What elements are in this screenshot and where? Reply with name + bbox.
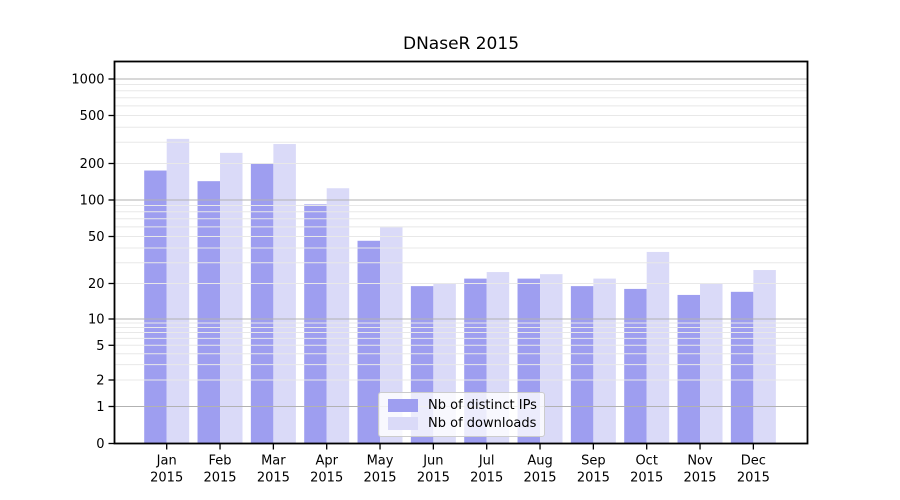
bar-downloads-aug	[540, 274, 563, 444]
x-tick-label-month: Oct	[635, 454, 657, 469]
x-tick-label-month: Feb	[209, 454, 232, 469]
bar-distinct-ips-oct	[624, 288, 647, 444]
bar-distinct-ips-mar	[250, 163, 274, 444]
x-tick-label-year: 2015	[257, 471, 290, 486]
x-tick-label-month: Apr	[315, 454, 338, 469]
y-tick-label: 5	[96, 339, 104, 354]
bar-distinct-ips-feb	[197, 181, 221, 444]
bar-downloads-nov	[700, 283, 723, 444]
x-tick-label-year: 2015	[363, 471, 396, 486]
legend-swatch-distinct-ips	[388, 399, 418, 413]
bar-downloads-jan	[166, 138, 190, 444]
x-tick-label-month: Dec	[741, 454, 766, 469]
x-tick-label-month: May	[367, 454, 394, 469]
legend-swatch-downloads	[388, 416, 418, 430]
legend-label-distinct-ips: Nb of distinct IPs	[428, 398, 537, 414]
x-tick-label-year: 2015	[577, 471, 610, 486]
bar-distinct-ips-may	[357, 240, 381, 444]
legend-entry-distinct-ips: Nb of distinct IPs	[388, 398, 537, 414]
x-tick-label-month: Jun	[422, 454, 443, 469]
y-tick-label: 20	[88, 277, 105, 292]
x-tick-label-year: 2015	[630, 471, 663, 486]
x-tick-label-month: Aug	[527, 454, 552, 469]
x-tick-label-month: Jan	[156, 454, 177, 469]
bar-downloads-feb	[220, 152, 243, 444]
bar-downloads-oct	[646, 251, 670, 444]
x-tick-label-year: 2015	[203, 471, 236, 486]
y-tick-label: 100	[80, 194, 105, 209]
x-tick-label-month: Sep	[581, 454, 606, 469]
x-tick-label-month: Nov	[687, 454, 713, 469]
y-tick-label: 50	[88, 230, 105, 245]
y-tick-label: 500	[80, 109, 105, 124]
legend: Nb of distinct IPs Nb of downloads	[378, 392, 545, 437]
y-tick-label: 10	[88, 313, 105, 328]
y-tick-label: 0	[96, 437, 104, 452]
bar-distinct-ips-nov	[677, 294, 701, 444]
y-tick-label: 1000	[71, 73, 104, 88]
bar-downloads-may	[380, 226, 403, 444]
bar-distinct-ips-jan	[144, 170, 167, 444]
x-tick-label-year: 2015	[683, 471, 716, 486]
chart-title: DNaseR 2015	[402, 34, 520, 54]
y-tick-label: 200	[80, 157, 105, 172]
legend-entry-downloads: Nb of downloads	[388, 415, 537, 431]
x-tick-label-year: 2015	[310, 471, 343, 486]
bar-downloads-sep	[593, 278, 616, 444]
bar-distinct-ips-apr	[304, 204, 327, 444]
bar-distinct-ips-dec	[730, 291, 754, 444]
x-tick-label-year: 2015	[417, 471, 450, 486]
legend-label-downloads: Nb of downloads	[428, 415, 537, 431]
bar-downloads-dec	[753, 270, 776, 444]
y-tick-label: 1	[96, 400, 104, 415]
x-tick-label-year: 2015	[523, 471, 556, 486]
x-tick-label-year: 2015	[150, 471, 183, 486]
x-tick-label-month: Jul	[478, 454, 495, 469]
plot-border	[113, 60, 809, 445]
x-tick-label-year: 2015	[470, 471, 503, 486]
x-tick-label-month: Mar	[261, 454, 286, 469]
x-tick-label-year: 2015	[737, 471, 770, 486]
bar-downloads-mar	[273, 144, 296, 444]
y-tick-label: 2	[96, 374, 104, 389]
